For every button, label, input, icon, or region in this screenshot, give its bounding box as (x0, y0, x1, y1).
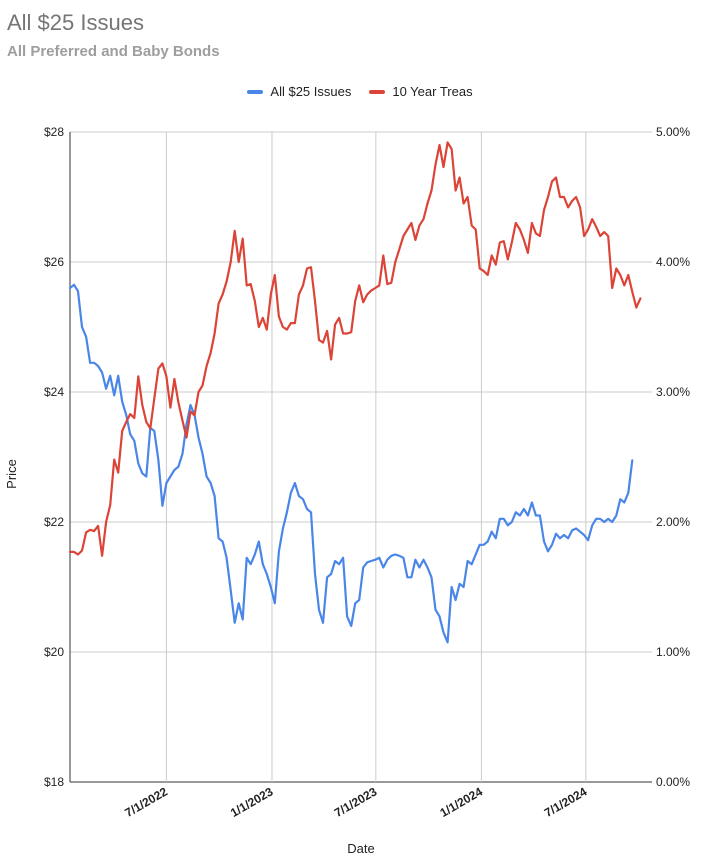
x-tick-label: 1/1/2023 (228, 784, 276, 820)
y-tick-label-right: 5.00% (656, 125, 690, 139)
legend-swatch-price (247, 89, 264, 94)
chart-subtitle: All Preferred and Baby Bonds (7, 43, 220, 60)
x-tick-label: 7/1/2022 (122, 784, 170, 820)
y-tick-label-right: 3.00% (656, 385, 690, 399)
x-tick-label: 7/1/2023 (332, 784, 380, 820)
y-axis-title: Price (4, 459, 19, 489)
y-tick-label-left: $24 (44, 385, 64, 399)
chart-title: All $25 Issues (7, 10, 144, 35)
legend-label-treasury: 10 Year Treas (392, 84, 473, 99)
y-tick-label-left: $26 (44, 255, 64, 269)
legend-swatch-treasury (369, 89, 386, 94)
series-line-treasury (68, 141, 642, 557)
y-tick-label-left: $22 (44, 515, 64, 529)
y-tick-label-left: $28 (44, 125, 64, 139)
y-tick-label-right: 1.00% (656, 645, 690, 659)
y-tick-label-left: $18 (44, 775, 64, 789)
y-tick-label-left: $20 (44, 645, 64, 659)
y-tick-label-right: 0.00% (656, 775, 690, 789)
legend: All $25 Issues 10 Year Treas (0, 84, 720, 99)
y-tick-label-right: 2.00% (656, 515, 690, 529)
series-line-price (68, 283, 634, 644)
x-tick-label: 1/1/2024 (437, 784, 485, 820)
x-axis-title: Date (347, 841, 374, 856)
x-tick-label: 7/1/2024 (542, 784, 590, 820)
y-tick-label-right: 4.00% (656, 255, 690, 269)
legend-item-treasury[interactable]: 10 Year Treas (369, 84, 473, 99)
legend-label-price: All $25 Issues (270, 84, 352, 99)
legend-item-price[interactable]: All $25 Issues (247, 84, 351, 99)
